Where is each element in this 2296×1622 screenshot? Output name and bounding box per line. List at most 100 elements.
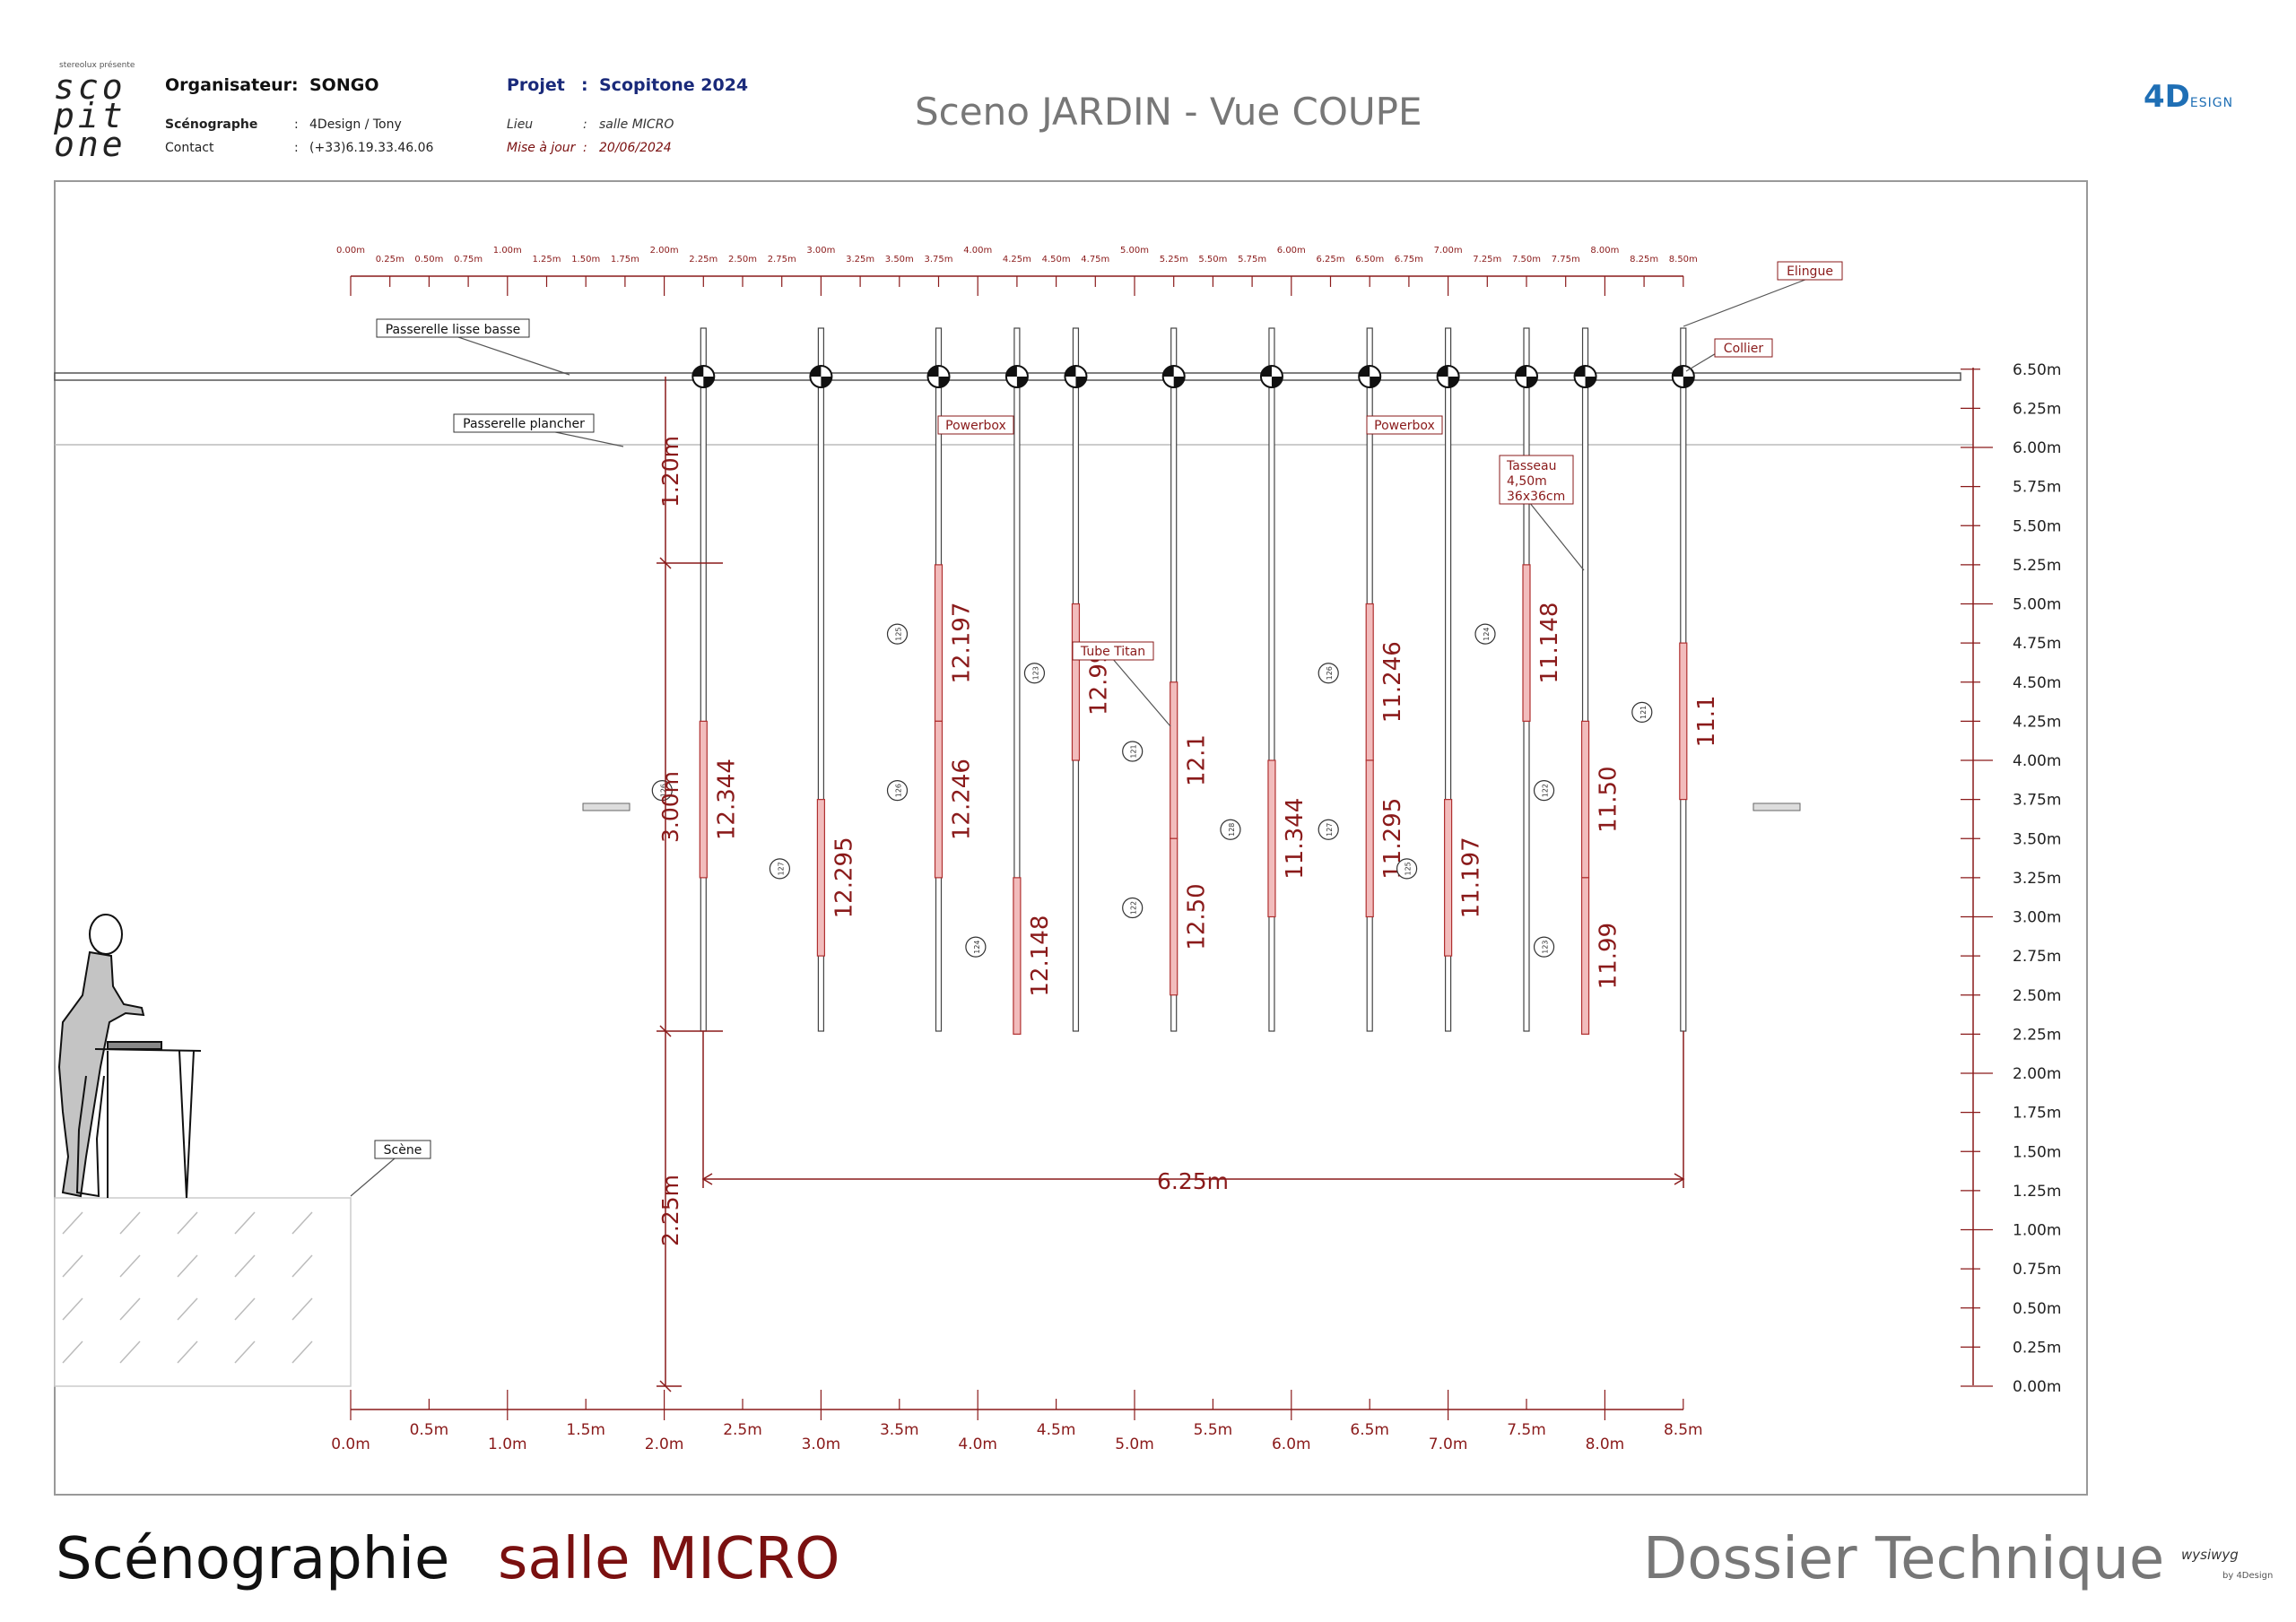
tube-6: 12.1 121 12.50 122 [1122,327,1211,1032]
tube-pole [700,327,707,1032]
bottom-ruler: 0.0m 0.5m 1.0m 1.5m 2.0m 2.5m 3.0m 3.5m 4.0m 4.5m… [331,1390,1703,1453]
light-number-badge [1474,623,1496,645]
brand-logo-main: 4D [2144,79,2190,115]
bottom-ruler-label: 5.0m [1115,1436,1154,1453]
tube-7: 11.344 128 [1220,327,1309,1032]
label-tasseau-1: Tasseau [1506,459,1556,473]
light-number-badge [1533,780,1555,802]
stage-hatch [177,1297,198,1321]
bottom-ruler-label: 4.5m [1037,1421,1076,1439]
light-fixture [1580,877,1590,1035]
top-ruler-label: 5.75m [1238,255,1266,265]
light-fixture [1679,642,1688,801]
footer-dossier: Dossier Technique [1643,1526,2165,1592]
top-ruler-label: 3.50m [885,255,914,265]
height-scale-label: 2.00m [2013,1065,2061,1083]
light-number: 124 [1483,627,1491,640]
tube-clamp-fill [1574,366,1596,387]
bottom-ruler-label: 6.5m [1350,1421,1389,1439]
tube-clamp-fill [927,366,950,387]
tube-clamp-fill [1672,366,1694,387]
light-label: 11.197 [1458,837,1485,918]
bottom-ruler-label: 4.0m [958,1436,997,1453]
light-label: 12.148 [1027,915,1054,997]
scenographe-sep: : [294,117,299,132]
light-number-badge [1122,741,1144,762]
light-label: 12.197 [949,603,976,684]
bottom-ruler-label: 7.5m [1507,1421,1546,1439]
height-scale-label: 0.75m [2013,1261,2061,1279]
height-scale-label: 0.25m [2013,1339,2061,1357]
footer-scenographie: Scénographie [56,1526,450,1592]
light-number: 126 [659,784,667,797]
projet-sep: : [581,75,588,95]
organisateur-value: SONGO [309,75,379,95]
stage-hatch [234,1254,256,1278]
light-fixture [1580,720,1590,879]
light-label: 11.344 [1282,798,1309,880]
height-scale-label: 1.50m [2013,1143,2061,1161]
label-powerbox-1-box [937,415,1014,435]
side-marker-right [1752,802,1801,811]
light-fixture [1365,759,1374,918]
top-ruler-label: 4.25m [1003,255,1031,265]
tube-3: 12.197 125 12.246 126 [886,327,976,1032]
diagram-frame [54,180,2088,1496]
top-ruler-label: 5.50m [1198,255,1227,265]
top-ruler-label: 4.75m [1081,255,1109,265]
tube-4: 12.148 124 [965,327,1054,1035]
top-ruler-label: 0.75m [454,255,483,265]
height-scale-label: 2.25m [2013,1026,2061,1044]
light-label: 12.295 [831,837,857,918]
tube-2: 12.295 127 [769,327,857,1032]
bottom-ruler-label: 3.5m [880,1421,919,1439]
tube-clamp-fill [1260,366,1283,387]
stage [54,1197,352,1387]
light-number: 122 [1542,784,1550,797]
height-scale-label: 1.25m [2013,1183,2061,1201]
height-scale-label: 6.50m [2013,361,2061,379]
light-number: 128 [1228,823,1236,837]
brand-logo: 4DESIGN [2144,79,2233,115]
tubes-layer: 12.34412612.29512712.19712512.24612612.1… [651,327,1720,1035]
scenographe-label: Scénographe [165,117,258,132]
height-scale-label: 5.25m [2013,557,2061,575]
stage-hatch [234,1340,256,1364]
light-fixture [1170,837,1178,996]
light-fixture [1071,603,1081,761]
bottom-ruler-label: 0.0m [331,1436,370,1453]
tube-11: 11.50 122 11.99 123 [1533,327,1622,1035]
person-silhouette [57,914,202,1199]
height-scale-label: 5.50m [2013,517,2061,535]
height-scale-label: 2.75m [2013,948,2061,966]
top-ruler-label: 1.25m [532,255,561,265]
light-number: 126 [895,784,903,797]
contact-sep: : [294,141,299,155]
light-fixture [934,720,944,879]
stage-hatch [119,1211,141,1235]
height-scale-label: 4.00m [2013,752,2061,770]
light-number: 123 [1542,940,1550,953]
height-scale-label: 0.50m [2013,1300,2061,1318]
stage-hatch [291,1211,313,1235]
light-number: 121 [1639,706,1648,719]
light-number-badge [886,623,909,645]
light-number-badge [1318,819,1339,840]
stage-hatch [119,1340,141,1364]
lieu-value: salle MICRO [599,117,674,132]
height-scale-label: 3.75m [2013,792,2061,810]
light-number: 125 [895,627,903,640]
top-ruler-label: 3.75m [924,255,952,265]
label-tasseau-3: 36x36cm [1507,490,1565,504]
top-ruler-label: 5.00m [1120,246,1149,256]
stage-hatch [62,1297,83,1321]
top-ruler-label: 5.25m [1160,255,1188,265]
top-ruler-label: 7.25m [1473,255,1501,265]
tube-clamp-fill [1162,366,1185,387]
stage-hatch [234,1297,256,1321]
tube-clamp-fill [1359,366,1381,387]
height-scale: 0.00m 0.25m 0.50m 0.75m 1.00m 1.25m 1.50m 1.75m… [1961,361,2061,1396]
bottom-ruler-label: 6.0m [1272,1436,1311,1453]
stage-hatch [119,1297,141,1321]
dim-6-25m: 6.25m [1157,1168,1229,1194]
